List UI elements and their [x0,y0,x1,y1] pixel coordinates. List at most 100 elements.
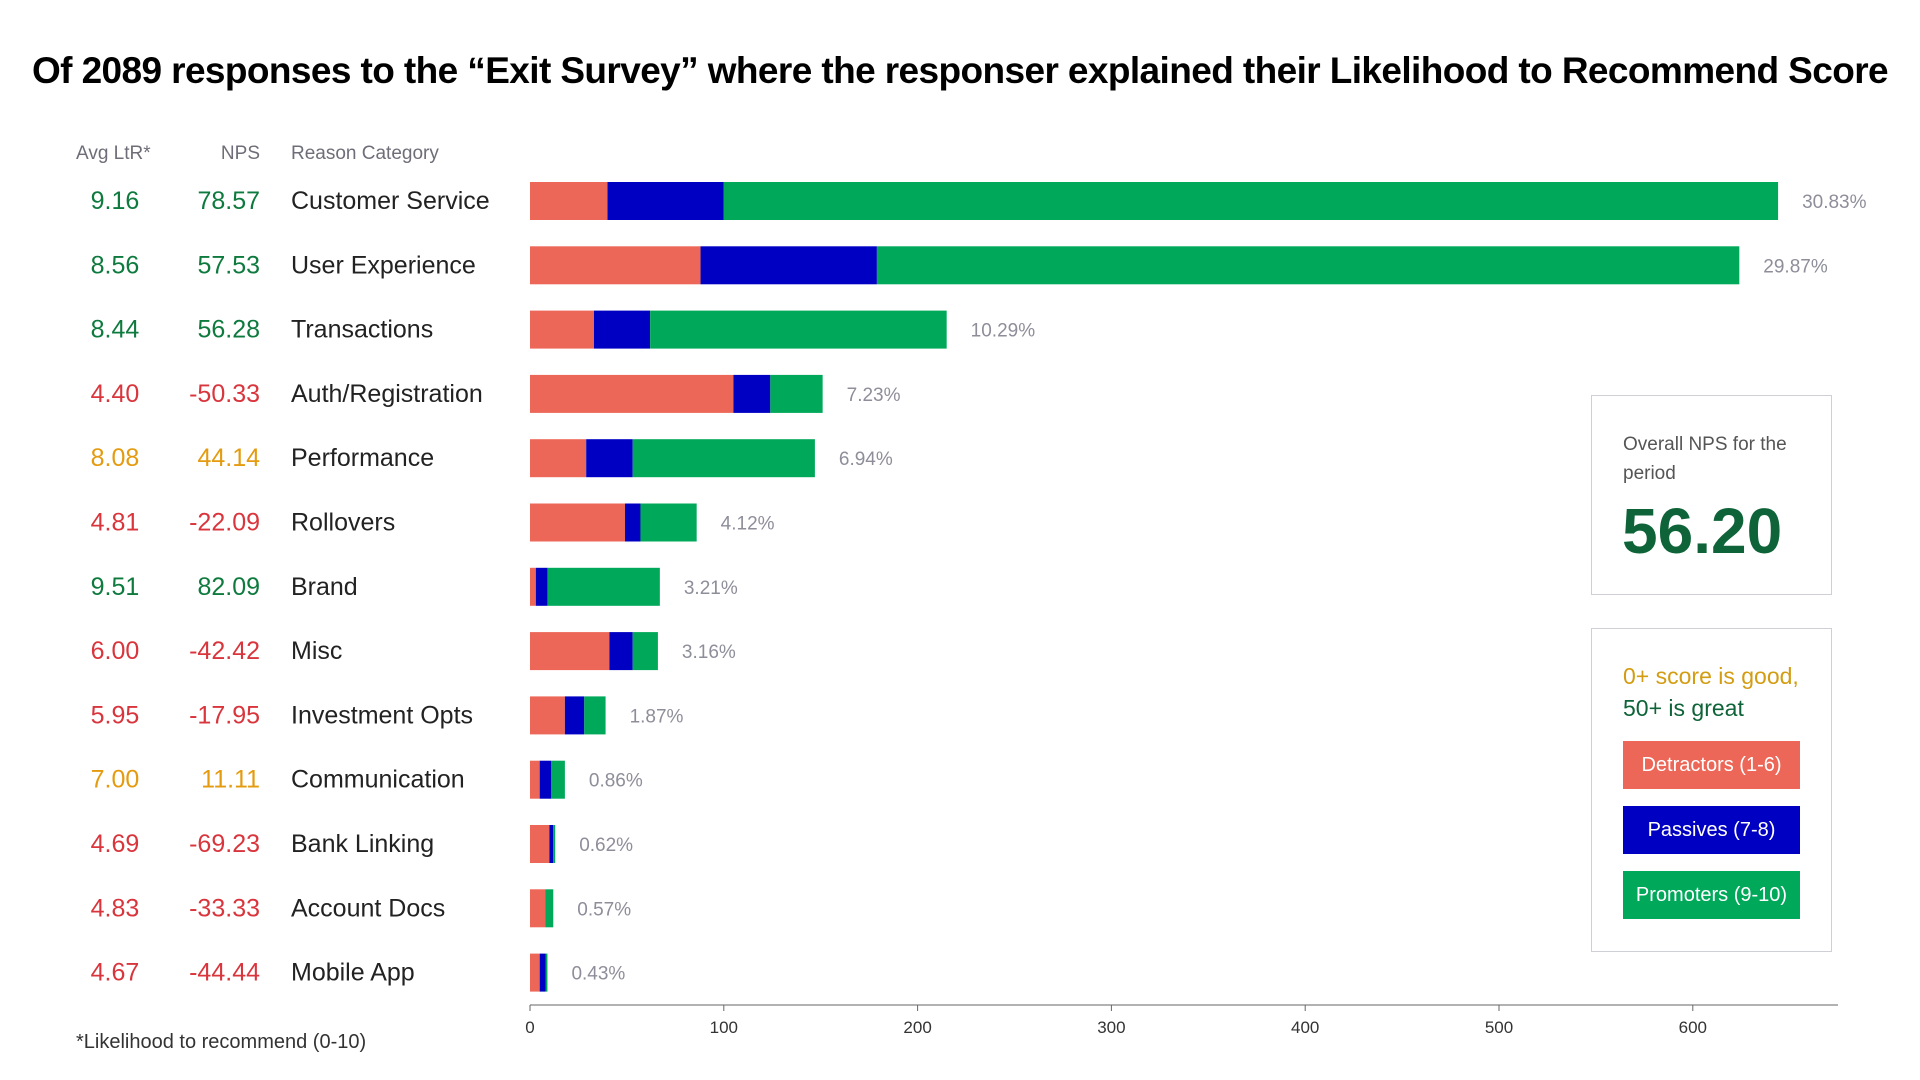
avg-ltr-value: 8.08 [91,444,140,472]
nps-value: -42.42 [189,637,260,665]
bar-segment-passives [564,696,585,735]
category-label: Auth/Registration [291,380,483,408]
share-label: 0.43% [571,964,625,985]
avg-ltr-value: 7.00 [91,766,140,794]
nps-value: -22.09 [189,509,260,537]
bar-segment-detractors [530,760,540,799]
bar-segment-detractors [530,889,546,928]
share-label: 0.57% [577,899,631,920]
footnote: *Likelihood to recommend (0-10) [76,1031,367,1053]
x-tick-label: 600 [1679,1018,1707,1037]
bar-segment-detractors [530,696,565,735]
bar-segment-promoters [770,374,823,413]
category-label: Account Docs [291,894,445,922]
chart-title: Of 2089 responses to the “Exit Survey” w… [31,50,1889,91]
share-label: 10.29% [971,321,1036,342]
x-tick-label: 200 [903,1018,931,1037]
bar-segment-promoters [650,310,947,349]
bar-segment-detractors [530,246,701,285]
nps-value: -17.95 [189,701,260,729]
bar-segment-detractors [530,503,625,542]
avg-ltr-value: 5.95 [91,701,140,729]
share-label: 0.86% [589,771,643,792]
share-label: 7.23% [847,385,901,406]
legend: 0+ score is good, 50+ is great Detractor… [1591,628,1832,952]
bar-segment-passives [593,310,651,349]
bar-segment-passives [539,953,546,992]
category-label: Rollovers [291,509,395,537]
overall-nps-value: 56.20 [1622,495,1783,567]
nps-value: 57.53 [197,251,260,279]
avg-ltr-value: 6.00 [91,637,140,665]
bar-segment-promoters [547,567,660,606]
bar-segment-detractors [530,953,540,992]
share-label: 0.62% [579,835,633,856]
share-label: 3.16% [682,642,736,663]
bar-segment-passives [586,439,633,478]
bar-segment-passives [535,567,548,606]
bar-segment-promoters [551,760,565,799]
category-label: Investment Opts [291,701,473,729]
bar-segment-passives [624,503,641,542]
category-label: Misc [291,637,342,665]
nps-value: -50.33 [189,380,260,408]
share-label: 3.21% [684,578,738,599]
category-label: Brand [291,573,358,601]
category-label: Customer Service [291,187,490,215]
bar-segment-promoters [545,889,554,928]
bar-segment-promoters [876,246,1740,285]
bar-segment-detractors [530,374,734,413]
overall-nps-label: Overall NPS for the period [1623,434,1787,484]
reason-category-header: Reason Category [291,143,439,164]
avg-ltr-value: 9.51 [91,573,140,601]
bar-segment-passives [549,825,554,863]
overall-nps-card: Overall NPS for the period 56.20 [1591,395,1832,595]
bar-segment-detractors [530,439,587,478]
bar-segment-passives [700,246,877,285]
bar-segment-promoters [632,632,658,671]
x-tick-label: 300 [1097,1018,1125,1037]
legend-passives: Passives (7-8) [1623,806,1800,854]
bar-segment-promoters [640,503,697,542]
x-tick-label: 500 [1485,1018,1513,1037]
category-label: Communication [291,766,465,794]
x-tick-label: 0 [525,1018,534,1037]
bar-segment-detractors [530,632,610,671]
bar-segment-detractors [530,182,608,220]
category-label: Mobile App [291,959,415,987]
avg-ltr-value: 4.81 [91,509,140,537]
bar-segment-passives [539,760,552,799]
nps-value: 11.11 [201,766,260,794]
legend-detractors: Detractors (1-6) [1623,741,1800,789]
avg-ltr-value: 4.69 [91,830,140,858]
nps-value: 82.09 [197,573,260,601]
nps-value: 78.57 [197,187,260,215]
legend-note-great: 50+ is great [1623,695,1744,721]
legend-note-good: 0+ score is good, [1623,663,1799,689]
avg-ltr-value: 8.44 [91,316,140,344]
avg-ltr-value: 4.40 [91,380,140,408]
bar-segment-promoters [553,825,556,863]
nps-value: 44.14 [197,444,260,472]
bar-segment-detractors [530,310,594,349]
share-label: 4.12% [721,514,775,535]
bar-segment-detractors [530,825,550,863]
category-label: Performance [291,444,434,472]
avg-ltr-value: 4.83 [91,894,140,922]
bar-segment-passives [733,374,771,413]
share-label: 6.94% [839,449,893,470]
share-label: 1.87% [630,706,684,727]
bar-segment-promoters [723,182,1779,220]
x-tick-label: 100 [710,1018,738,1037]
avg-ltr-header: Avg LtR* [76,143,151,164]
nps-value: -44.44 [189,959,260,987]
nps-value: -69.23 [189,830,260,858]
bar-segment-promoters [632,439,815,478]
nps-header: NPS [220,143,260,164]
category-label: User Experience [291,251,476,279]
avg-ltr-value: 4.67 [91,959,140,987]
bar-segment-promoters [584,696,606,735]
legend-promoters: Promoters (9-10) [1623,871,1800,919]
